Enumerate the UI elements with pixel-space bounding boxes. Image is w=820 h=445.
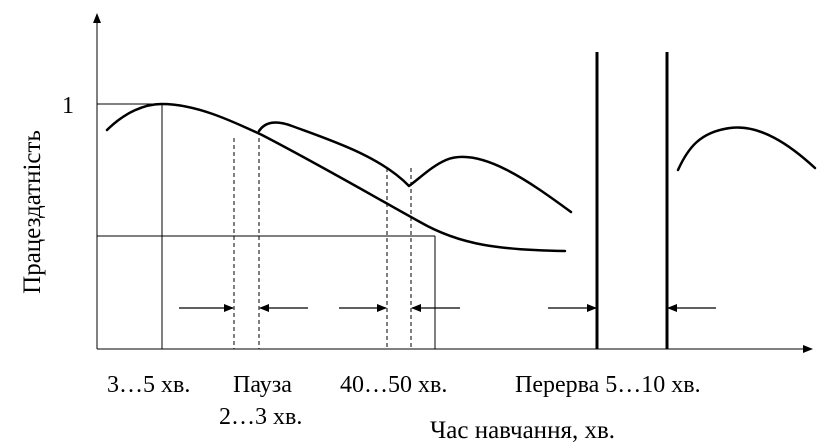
second-interval-label: 40…50 хв. xyxy=(340,372,447,398)
no-pause-curve xyxy=(105,102,567,253)
break-label: Перерва 5…10 хв. xyxy=(515,372,701,398)
after-break-curve xyxy=(676,126,817,172)
y-tick-1: 1 xyxy=(62,93,74,119)
pause-label: Пауза xyxy=(233,372,292,398)
first-interval-label: 3…5 хв. xyxy=(107,372,190,398)
pause-duration-label: 2…3 хв. xyxy=(219,404,302,430)
after-pause-curve xyxy=(257,121,573,214)
x-axis-label: Час навчання, хв. xyxy=(430,417,615,444)
y-axis-label: Працездатність xyxy=(19,130,46,294)
